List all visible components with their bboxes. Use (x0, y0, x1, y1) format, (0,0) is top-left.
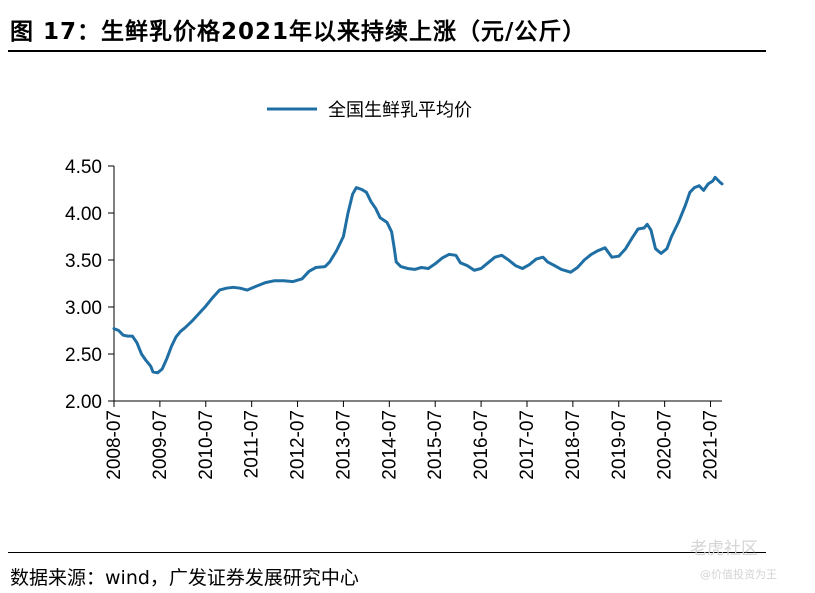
x-tick-label: 2020-07 (655, 410, 676, 480)
title-divider (8, 50, 766, 52)
y-tick-label: 3.00 (65, 298, 102, 319)
x-tick-label: 2009-07 (150, 410, 171, 480)
x-tick-label: 2021-07 (701, 410, 722, 480)
source-divider (8, 552, 766, 553)
x-tick-label: 2016-07 (471, 410, 492, 480)
x-tick-label: 2014-07 (379, 410, 400, 480)
x-tick-label: 2018-07 (563, 410, 584, 480)
y-tick-label: 4.50 (65, 157, 102, 178)
watermark-brand: 老虎社区 (690, 539, 758, 559)
y-tick-label: 3.50 (65, 251, 102, 272)
x-tick-label: 2012-07 (288, 410, 309, 480)
x-tick-label: 2015-07 (425, 410, 446, 480)
x-tick-label: 2019-07 (609, 410, 630, 480)
x-tick-label: 2010-07 (196, 410, 217, 480)
x-axis: 2008-07 2009-07 2010-07 2011-07 2012-07 2013-… (104, 400, 722, 480)
y-tick-label: 2.50 (65, 345, 102, 366)
x-tick-label: 2013-07 (333, 410, 354, 480)
x-tick-label: 2008-07 (104, 410, 125, 480)
x-tick-label: 2017-07 (517, 410, 538, 480)
y-tick-label: 4.00 (65, 204, 102, 225)
x-tick-label: 2011-07 (242, 410, 263, 478)
y-tick-label: 2.00 (65, 392, 102, 413)
y-axis: 2.00 2.50 3.00 3.50 4.00 4.50 (65, 157, 115, 413)
legend-label: 全国生鲜乳平均价 (328, 100, 472, 121)
watermark-handle: @价值投资为王 (700, 568, 777, 581)
figure-title: 图 17：生鲜乳价格2021年以来持续上涨（元/公斤） (10, 19, 587, 45)
chart-legend: 全国生鲜乳平均价 (267, 100, 472, 121)
data-source-note: 数据来源：wind，广发证券发展研究中心 (10, 567, 359, 589)
series-line-national-raw-milk-price (112, 175, 724, 375)
